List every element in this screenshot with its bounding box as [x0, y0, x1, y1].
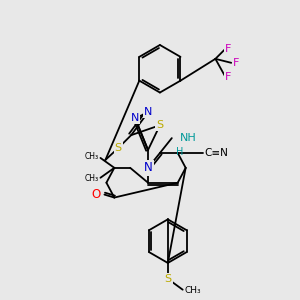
Text: H: H — [176, 147, 183, 157]
Text: S: S — [156, 120, 164, 130]
Text: C≡N: C≡N — [205, 148, 228, 158]
Text: N: N — [131, 113, 139, 123]
Text: N: N — [144, 161, 152, 174]
Text: CH₃: CH₃ — [84, 174, 98, 183]
Text: S: S — [115, 143, 122, 153]
Text: S: S — [164, 274, 171, 284]
Text: CH₃: CH₃ — [84, 152, 98, 161]
Text: CH₃: CH₃ — [185, 286, 201, 295]
Text: O: O — [92, 188, 101, 201]
Text: F: F — [225, 44, 232, 54]
Text: NH: NH — [180, 133, 196, 143]
Text: F: F — [225, 72, 232, 82]
Text: F: F — [233, 58, 239, 68]
Text: N: N — [144, 107, 152, 117]
